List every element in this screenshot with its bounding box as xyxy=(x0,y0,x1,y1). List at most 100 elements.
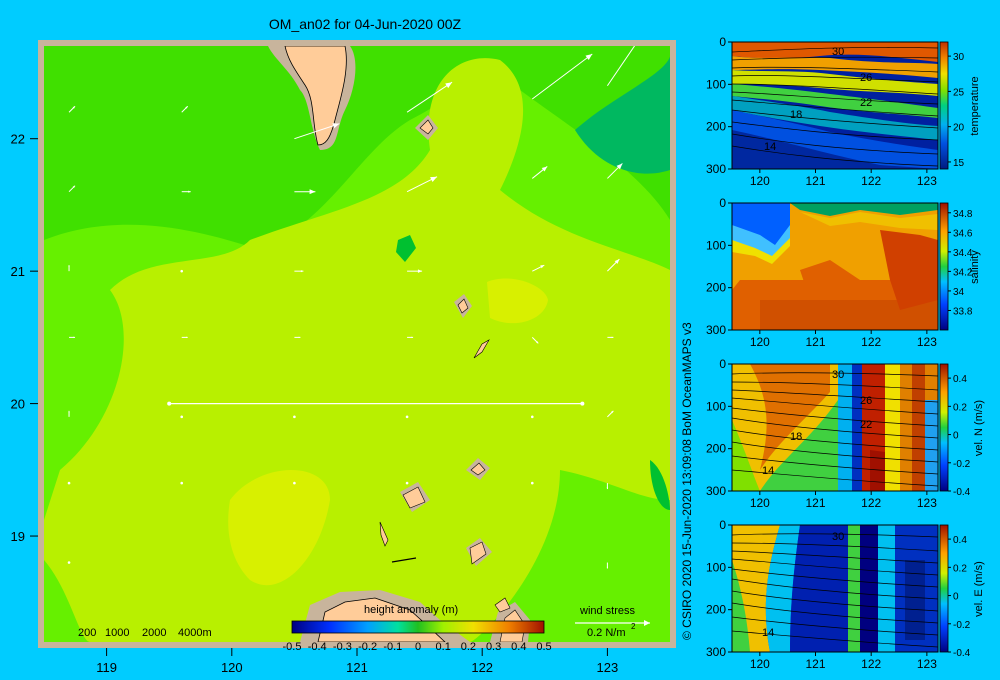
panel-colorbar-tick-label: 34.4 xyxy=(953,248,973,259)
panel-x-tick-label: 122 xyxy=(861,174,881,188)
panel-colorbar-tick-label: 15 xyxy=(953,158,965,169)
wind-vector xyxy=(607,258,620,272)
panel-colorbar-tick-label: 0.4 xyxy=(953,535,967,546)
wind-vector xyxy=(68,410,70,417)
panel-temperature: 30 26 22 18 14 temperature xyxy=(731,41,981,170)
wind-vector xyxy=(68,105,76,113)
wind-vector xyxy=(294,336,301,339)
panel-colorbar-tick-label: 25 xyxy=(953,87,965,98)
wind-vector xyxy=(606,46,636,87)
depth-legend-2000: 2000 xyxy=(142,627,166,639)
velocity-east-colorbar-label: vel. E (m/s) xyxy=(973,561,985,617)
depth-legend-4000: 4000m xyxy=(178,627,212,639)
temp-contour-22: 22 xyxy=(860,97,872,109)
wind-vector xyxy=(181,190,191,193)
panel-y-tick-label: 100 xyxy=(706,560,726,574)
colorbar-tick-label: -0.3 xyxy=(333,641,352,653)
map-x-tick-label: 119 xyxy=(96,660,117,675)
panel-velocity-north: 30 26 22 18 14 vel. N (m/s) xyxy=(731,363,985,492)
panel-y-tick-label: 0 xyxy=(719,357,726,371)
panel-colorbar-tick-label: 34 xyxy=(953,287,965,298)
panel-y-tick-label: 100 xyxy=(706,238,726,252)
land-island-7 xyxy=(469,541,487,565)
wind-vector xyxy=(531,337,539,344)
panel-colorbar-tick-label: 33.8 xyxy=(953,306,973,317)
wind-vector xyxy=(406,81,453,113)
panel-x-tick-label: 122 xyxy=(861,496,881,510)
chart-title: OM_an02 for 04-Jun-2020 00Z xyxy=(268,16,462,32)
salinity-colorbar-label: salinity xyxy=(969,250,981,284)
panel-x-tick-label: 120 xyxy=(750,657,770,671)
veln-contour-14: 14 xyxy=(762,465,774,477)
panel-x-tick-label: 122 xyxy=(861,335,881,349)
land-island-6 xyxy=(379,521,389,547)
veln-contour-22: 22 xyxy=(860,419,872,431)
panel-x-tick-label: 120 xyxy=(750,335,770,349)
vele-contour-14: 14 xyxy=(762,627,774,639)
transect-line xyxy=(167,401,585,406)
wind-vector xyxy=(607,410,614,418)
wind-vector xyxy=(407,269,423,273)
wind-vector xyxy=(530,415,534,419)
wind-legend-label: wind stress xyxy=(579,605,636,617)
anomaly-max-east xyxy=(487,278,548,324)
anomaly-band-mid xyxy=(44,58,670,642)
map-y-tick-label: 20 xyxy=(11,397,25,412)
map-x-tick-label: 122 xyxy=(471,660,493,675)
land-taiwan xyxy=(284,46,347,146)
panel-colorbar-tick-label: -0.2 xyxy=(953,620,971,631)
wind-vector xyxy=(405,415,409,419)
wind-vector xyxy=(180,269,184,273)
temperature-colorbar-label: temperature xyxy=(969,76,981,135)
wind-vector xyxy=(180,415,184,419)
wind-vector xyxy=(405,481,409,485)
panel-y-tick-label: 0 xyxy=(719,518,726,532)
veln-contour-18: 18 xyxy=(790,431,802,443)
panel-colorbar-tick-label: 34.2 xyxy=(953,267,973,278)
panel-y-tick-label: 0 xyxy=(719,35,726,49)
anomaly-max-south xyxy=(228,470,330,586)
colorbar-label: height anomaly (m) xyxy=(364,604,458,616)
velocity-north-colorbar-label: vel. N (m/s) xyxy=(973,400,985,456)
map-x-tick-label: 120 xyxy=(221,660,243,675)
land-island-1 xyxy=(419,119,434,135)
veln-contour-30: 30 xyxy=(832,369,844,381)
wind-vector xyxy=(293,481,296,485)
wind-vector xyxy=(293,415,296,419)
temp-contour-30: 30 xyxy=(832,46,844,58)
colorbar-tick-label: 0.3 xyxy=(486,641,501,653)
salinity-colorbar xyxy=(939,202,949,331)
land-island-3 xyxy=(473,339,490,359)
panel-y-tick-label: 300 xyxy=(706,323,726,337)
temp-contour-14: 14 xyxy=(764,141,776,153)
vele-contour-30: 30 xyxy=(832,531,844,543)
wind-vector xyxy=(294,189,316,195)
wind-vector xyxy=(181,336,188,339)
temperature-colorbar xyxy=(939,41,949,170)
panel-y-tick-label: 0 xyxy=(719,196,726,210)
wind-vector xyxy=(67,561,71,564)
wind-vector xyxy=(69,336,76,339)
panel-x-tick-label: 121 xyxy=(805,496,825,510)
wind-vector xyxy=(294,123,340,140)
colorbar-tick-label: 0.5 xyxy=(536,641,551,653)
wind-legend-superscript: 2 xyxy=(631,622,636,631)
panel-colorbar-tick-label: -0.2 xyxy=(953,459,971,470)
panel-y-tick-label: 100 xyxy=(706,399,726,413)
colorbar-tick-label: 0.1 xyxy=(436,641,451,653)
depth-legend-1000: 1000 xyxy=(105,627,129,639)
wind-vector xyxy=(607,336,614,339)
colorbar-tick-label: -0.5 xyxy=(283,641,302,653)
land-island-5 xyxy=(402,486,426,509)
panel-colorbar-tick-label: 0.2 xyxy=(953,402,967,413)
wind-vector xyxy=(68,185,76,193)
panel-y-tick-label: 200 xyxy=(706,281,726,295)
panel-colorbar-tick-label: 0.2 xyxy=(953,563,967,574)
panel-velocity-east: 30 14 vel. E (m/s) xyxy=(731,524,985,653)
panel-colorbar-tick-label: 30 xyxy=(953,52,965,63)
panel-x-tick-label: 121 xyxy=(805,657,825,671)
panel-colorbar-tick-label: 34.6 xyxy=(953,228,973,239)
wind-vector xyxy=(68,265,70,272)
